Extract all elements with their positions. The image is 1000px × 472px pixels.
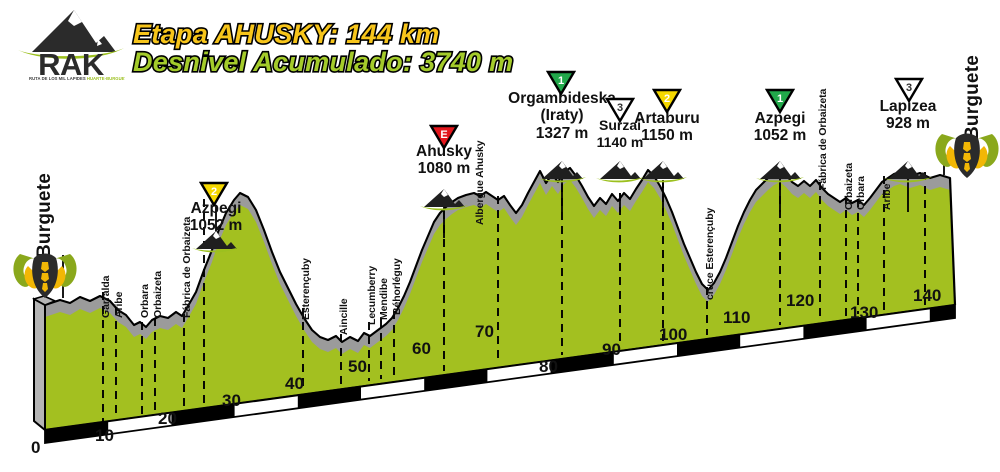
- profile-area: [43, 166, 955, 430]
- svg-text:RAK: RAK: [38, 47, 105, 82]
- rak-logo-graphic: RAK: [18, 10, 124, 82]
- logo-subtitle: RUTA DE LOS MIL LAPIDES HUARTE-BURGUETE: [29, 76, 125, 81]
- title-accumulated-climb: Desnivel Acumulado: 3740 m: [131, 46, 514, 78]
- title-stage-distance: Etapa AHUSKY: 144 km: [131, 18, 441, 49]
- page-title: Etapa AHUSKY: 144 km Desnivel Acumulado:…: [131, 18, 514, 78]
- rak-logo: RAK RUTA DE LOS MIL LAPIDES HUARTE-BURGU…: [12, 6, 130, 90]
- distance-axis-ruler: [44, 303, 956, 445]
- profile-right-edge: [948, 177, 957, 306]
- profile-left-endcap: [31, 295, 58, 433]
